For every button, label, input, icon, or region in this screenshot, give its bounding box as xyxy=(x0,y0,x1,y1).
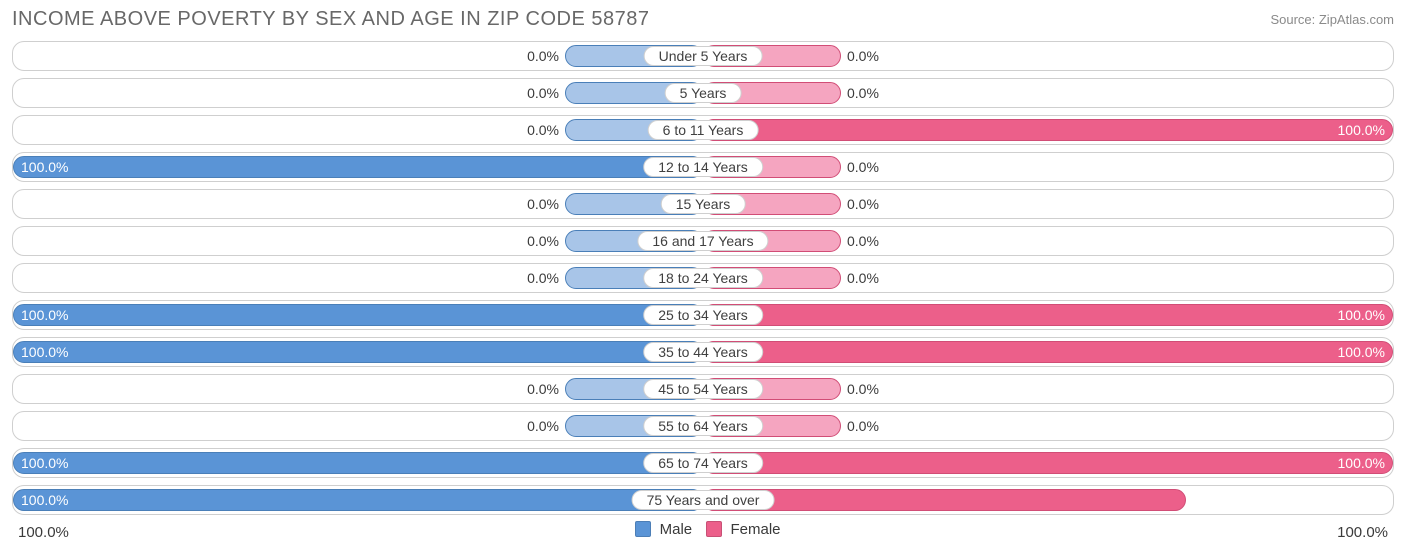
male-value-label: 100.0% xyxy=(21,344,68,360)
header: INCOME ABOVE POVERTY BY SEX AND AGE IN Z… xyxy=(12,8,1394,31)
male-value-label: 0.0% xyxy=(527,270,559,286)
female-bar xyxy=(703,119,1393,141)
male-bar xyxy=(13,156,703,178)
female-bar xyxy=(703,304,1393,326)
male-value-label: 100.0% xyxy=(21,455,68,471)
chart-row: 15 Years 0.0% 0.0% xyxy=(12,189,1394,219)
female-value-label: 0.0% xyxy=(847,159,879,175)
chart-row: 65 to 74 Years 100.0% 100.0% xyxy=(12,448,1394,478)
chart-row: Under 5 Years 0.0% 0.0% xyxy=(12,41,1394,71)
male-value-label: 0.0% xyxy=(527,48,559,64)
male-value-label: 0.0% xyxy=(527,233,559,249)
age-label: 55 to 64 Years xyxy=(643,416,763,436)
male-bar xyxy=(13,489,703,511)
female-value-label: 0.0% xyxy=(847,48,879,64)
chart-row: 75 Years and over 100.0% 70.0% xyxy=(12,485,1394,515)
female-value-label: 100.0% xyxy=(1338,344,1385,360)
chart-row: 16 and 17 Years 0.0% 0.0% xyxy=(12,226,1394,256)
male-bar xyxy=(13,304,703,326)
chart-body: Under 5 Years0.0%0.0%5 Years0.0%0.0%6 to… xyxy=(12,41,1394,515)
male-value-label: 0.0% xyxy=(527,122,559,138)
chart-container: INCOME ABOVE POVERTY BY SEX AND AGE IN Z… xyxy=(0,0,1406,559)
chart-title: INCOME ABOVE POVERTY BY SEX AND AGE IN Z… xyxy=(12,8,649,31)
age-label: 12 to 14 Years xyxy=(643,157,763,177)
age-label: 65 to 74 Years xyxy=(643,453,763,473)
female-value-label: 0.0% xyxy=(847,233,879,249)
female-value-label: 0.0% xyxy=(847,85,879,101)
female-value-label: 0.0% xyxy=(847,196,879,212)
axis-right-label: 100.0% xyxy=(1337,524,1388,541)
chart-row: 55 to 64 Years 0.0% 0.0% xyxy=(12,411,1394,441)
legend-label-female: Female xyxy=(731,521,781,538)
chart-row: 6 to 11 Years 0.0% 100.0% xyxy=(12,115,1394,145)
female-value-label: 100.0% xyxy=(1338,455,1385,471)
chart-row: 5 Years 0.0% 0.0% xyxy=(12,78,1394,108)
female-value-label: 100.0% xyxy=(1338,307,1385,323)
legend-label-male: Male xyxy=(660,521,693,538)
male-value-label: 100.0% xyxy=(21,307,68,323)
age-label: 6 to 11 Years xyxy=(648,120,759,140)
age-label: 5 Years xyxy=(665,83,742,103)
legend-swatch-male xyxy=(635,521,651,537)
male-value-label: 0.0% xyxy=(527,381,559,397)
chart-row: 18 to 24 Years 0.0% 0.0% xyxy=(12,263,1394,293)
legend-swatch-female xyxy=(706,521,722,537)
chart-row: 45 to 54 Years 0.0% 0.0% xyxy=(12,374,1394,404)
age-label: 75 Years and over xyxy=(632,490,775,510)
male-value-label: 0.0% xyxy=(527,85,559,101)
age-label: 35 to 44 Years xyxy=(643,342,763,362)
age-label: 15 Years xyxy=(661,194,746,214)
female-value-label: 0.0% xyxy=(847,418,879,434)
female-value-label: 0.0% xyxy=(847,381,879,397)
male-value-label: 100.0% xyxy=(21,492,68,508)
male-value-label: 0.0% xyxy=(527,196,559,212)
male-value-label: 100.0% xyxy=(21,159,68,175)
female-bar xyxy=(703,452,1393,474)
female-value-label: 70.0% xyxy=(1345,492,1385,508)
age-label: 25 to 34 Years xyxy=(643,305,763,325)
chart-row: 35 to 44 Years 100.0% 100.0% xyxy=(12,337,1394,367)
female-value-label: 0.0% xyxy=(847,270,879,286)
chart-row: 12 to 14 Years 100.0% 0.0% xyxy=(12,152,1394,182)
age-label: Under 5 Years xyxy=(644,46,763,66)
male-bar xyxy=(13,452,703,474)
female-bar xyxy=(703,489,1186,511)
age-label: 18 to 24 Years xyxy=(643,268,763,288)
female-value-label: 100.0% xyxy=(1338,122,1385,138)
age-label: 16 and 17 Years xyxy=(637,231,768,251)
legend: Male Female xyxy=(12,521,1394,538)
female-bar xyxy=(703,341,1393,363)
chart-row: 25 to 34 Years 100.0% 100.0% xyxy=(12,300,1394,330)
chart-source: Source: ZipAtlas.com xyxy=(1270,8,1394,27)
male-bar xyxy=(13,341,703,363)
axis-left-label: 100.0% xyxy=(18,524,69,541)
male-value-label: 0.0% xyxy=(527,418,559,434)
age-label: 45 to 54 Years xyxy=(643,379,763,399)
